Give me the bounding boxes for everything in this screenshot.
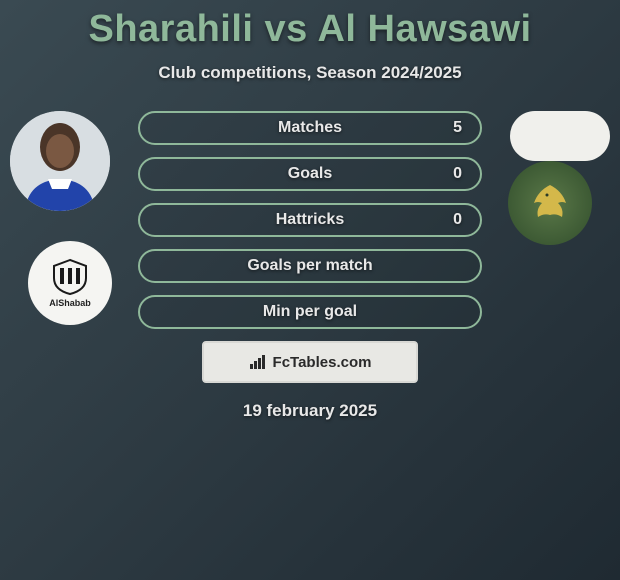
stat-label: Matches — [278, 119, 342, 137]
club-left-logo: AlShabab — [28, 241, 112, 325]
bar-chart-icon — [249, 354, 269, 370]
stat-row-hattricks: Hattricks 0 — [138, 203, 482, 237]
comparison-panel: AlShabab Matches 5 Goals 0 Hattricks 0 G… — [0, 111, 620, 421]
badge-text: FcTables.com — [273, 354, 372, 371]
stat-label: Hattricks — [276, 211, 344, 229]
player-right-photo — [510, 111, 610, 161]
stat-row-min-per-goal: Min per goal — [138, 295, 482, 329]
stat-value: 0 — [453, 165, 462, 183]
season-subtitle: Club competitions, Season 2024/2025 — [0, 63, 620, 83]
stat-label: Goals per match — [247, 257, 372, 275]
club-left-label: AlShabab — [49, 298, 91, 308]
club-right-logo — [508, 161, 592, 245]
stat-row-goals-per-match: Goals per match — [138, 249, 482, 283]
stat-row-matches: Matches 5 — [138, 111, 482, 145]
stat-value: 0 — [453, 211, 462, 229]
page-title: Sharahili vs Al Hawsawi — [0, 0, 620, 51]
comparison-date: 19 february 2025 — [0, 401, 620, 421]
stat-rows: Matches 5 Goals 0 Hattricks 0 Goals per … — [138, 111, 482, 329]
khaleej-eagle-icon — [520, 173, 580, 233]
stat-value: 5 — [453, 119, 462, 137]
fctables-badge[interactable]: FcTables.com — [202, 341, 418, 383]
player-left-photo — [10, 111, 110, 211]
stat-row-goals: Goals 0 — [138, 157, 482, 191]
alshabab-logo-icon — [48, 258, 92, 296]
stat-label: Min per goal — [263, 303, 357, 321]
player-silhouette-icon — [10, 111, 110, 211]
stat-label: Goals — [288, 165, 332, 183]
